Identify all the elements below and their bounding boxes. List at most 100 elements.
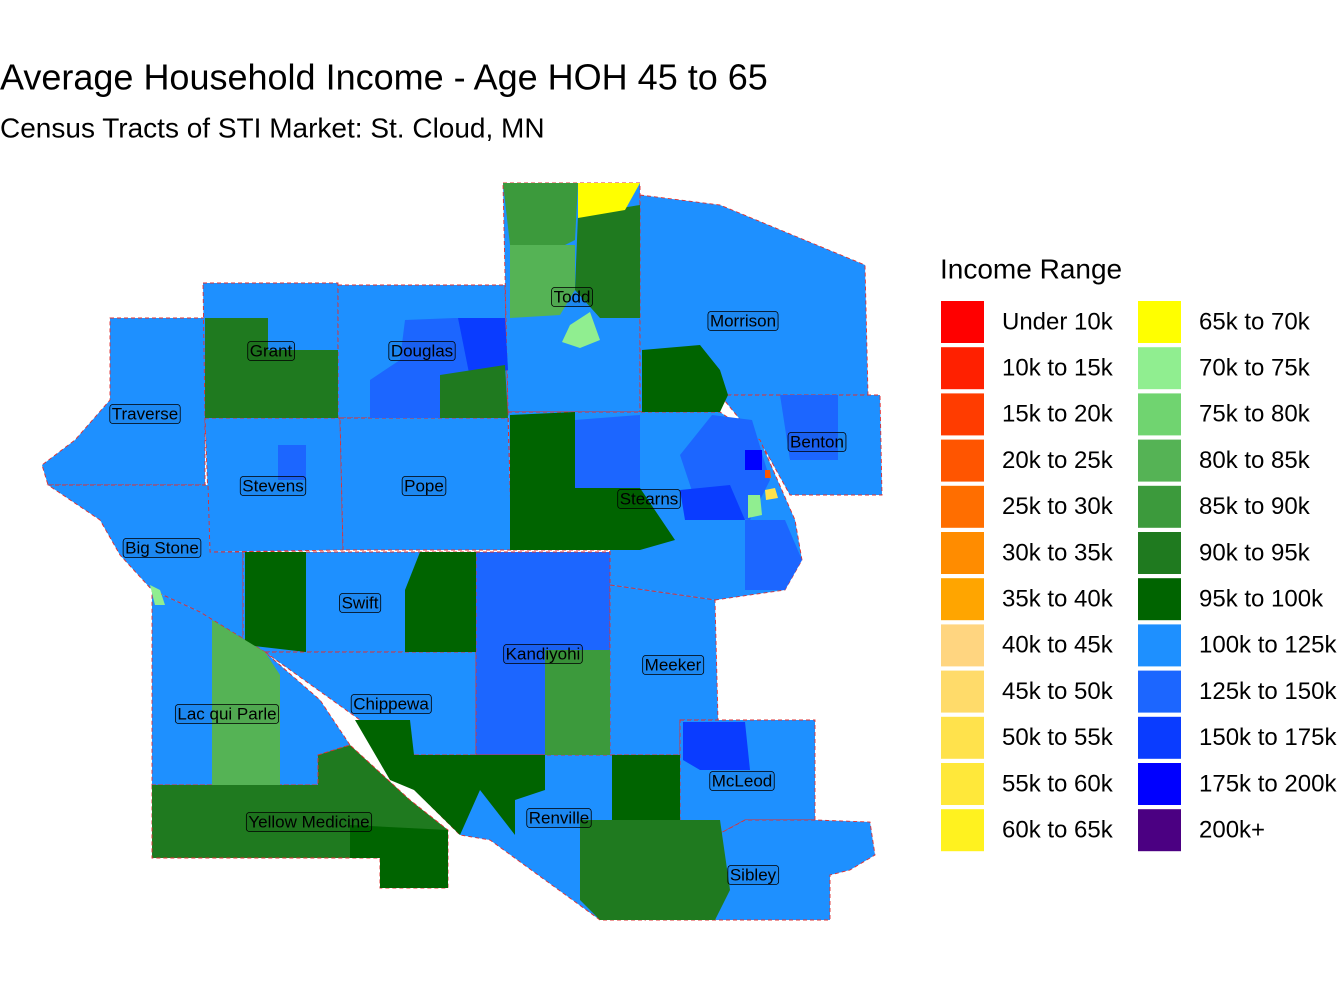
county-label: Chippewa [353,694,429,713]
county-label: Big Stone [125,538,199,557]
legend-label: 35k to 40k [1002,586,1114,613]
legend-label: Under 10k [1002,308,1114,335]
legend: Income Range Under 10k 10k to 15k 15k to 2… [940,253,1337,852]
legend-label: 30k to 35k [1002,539,1114,566]
legend-label: 65k to 70k [1199,308,1311,335]
legend-swatch [941,532,984,574]
legend-swatch [1138,347,1181,390]
county-label-box [617,489,681,509]
county-label: Sibley [730,865,777,884]
tract [278,445,306,480]
county-label-box [245,812,373,832]
tract [405,552,476,652]
legend-label: 45k to 50k [1002,678,1114,705]
county-label-box [727,865,780,885]
tract [578,183,640,218]
legend-swatch [1138,670,1181,713]
county-label-box [350,694,432,714]
county-label: Todd [554,287,591,306]
legend-label: 70k to 75k [1199,355,1311,382]
tract [780,395,838,460]
legend-label: 100k to 125k [1199,632,1337,659]
county-label: Pope [404,476,444,495]
county-label: Douglas [391,341,453,360]
legend-swatch [941,578,984,621]
county-label-box [526,808,592,828]
county-label: Benton [790,432,844,451]
county-label: Meeker [645,655,702,674]
tract [680,485,745,520]
legend-swatch [1138,763,1181,805]
tract [510,245,575,318]
tract [642,345,728,412]
legend-label: 175k to 200k [1199,770,1337,797]
county-label: Lac qui Parle [177,704,276,723]
legend-label: 150k to 175k [1199,724,1337,751]
county-label-box [174,704,280,724]
tract [458,318,508,378]
legend-swatch [1138,301,1181,343]
legend-label: 75k to 80k [1199,401,1311,428]
tract [575,415,640,488]
tract [745,520,802,590]
county-label-box [109,404,181,424]
tract [575,205,640,318]
legend-swatch [941,347,984,390]
legend-swatch [1138,439,1181,482]
legend-label: 125k to 150k [1199,678,1337,705]
legend-swatch [941,670,984,713]
tract [245,552,306,652]
tract [152,785,318,825]
county-label-box [339,593,382,613]
legend-swatch [1138,716,1181,759]
county-label: Stearns [620,489,679,508]
legend-label: 25k to 30k [1002,493,1114,520]
county-label-box [551,287,593,307]
tract [414,755,545,835]
legend-swatch [1138,578,1181,621]
county-shape [609,584,719,756]
tract [580,820,730,920]
legend-label: 50k to 55k [1002,724,1114,751]
title: Average Household Income - Age HOH 45 to… [0,57,768,98]
legend-label: 10k to 15k [1002,355,1114,382]
legend-swatch [941,763,984,805]
tract [503,183,578,250]
legend-swatch [1138,393,1181,436]
legend-swatch [941,716,984,759]
legend-swatch [1138,809,1181,852]
county-label-box [503,644,583,664]
tract [562,312,600,348]
county-shape [41,317,206,486]
tract [545,650,610,755]
county-label-box [239,476,307,496]
county-label-box [709,771,775,791]
county-label: Renville [529,808,589,827]
tract [765,488,778,500]
legend-title: Income Range [940,253,1122,284]
county-label: Swift [342,593,379,612]
legend-swatch [941,393,984,436]
county-label: Grant [250,341,293,360]
county-label: Yellow Medicine [248,812,369,831]
tract [683,722,750,770]
county-label-box [247,341,295,361]
tract [745,450,762,470]
county-label-box [122,538,202,558]
legend-label: 80k to 85k [1199,447,1311,474]
tract [440,365,508,418]
subtitle: Census Tracts of STI Market: St. Cloud, … [0,112,545,143]
county-label-box [388,341,456,361]
tract [510,412,675,550]
county-label: Traverse [112,404,178,423]
legend-swatch [1138,532,1181,574]
legend-swatch [941,301,984,343]
legend-label: 85k to 90k [1199,493,1311,520]
tract [212,620,280,785]
county-label: Morrison [710,311,776,330]
legend-label: 95k to 100k [1199,586,1324,613]
county-label-box [787,432,847,452]
legend-label: 90k to 95k [1199,539,1311,566]
tract [355,720,414,790]
